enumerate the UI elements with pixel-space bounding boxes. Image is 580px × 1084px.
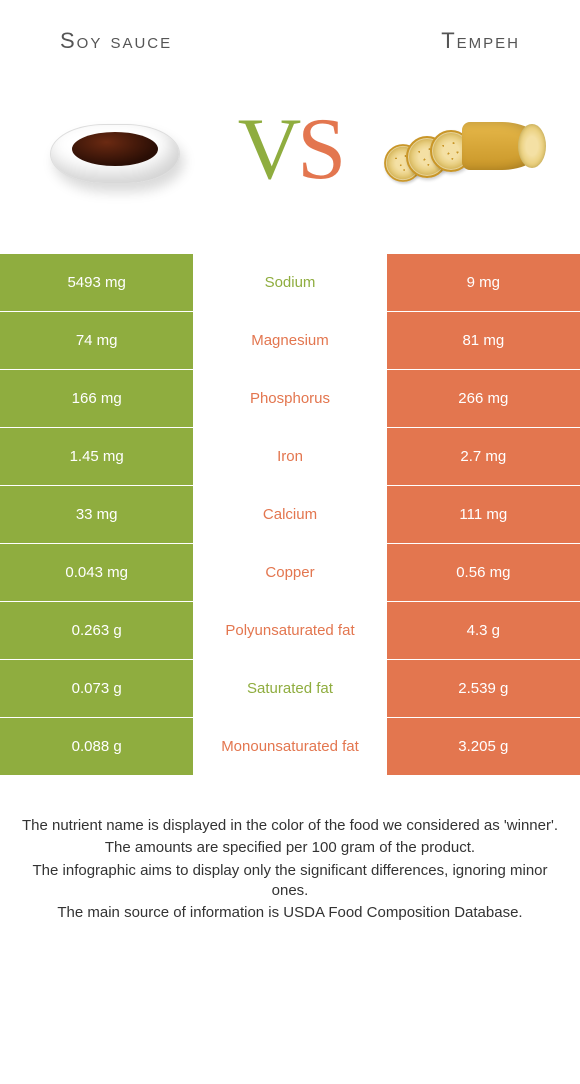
value-left: 74 mg xyxy=(0,312,193,369)
table-row: 33 mgCalcium111 mg xyxy=(0,486,580,544)
table-row: 0.088 gMonounsaturated fat3.205 g xyxy=(0,718,580,776)
table-row: 0.263 gPolyunsaturated fat4.3 g xyxy=(0,602,580,660)
value-left: 0.043 mg xyxy=(0,544,193,601)
vs-v: V xyxy=(238,101,298,198)
table-row: 0.073 gSaturated fat2.539 g xyxy=(0,660,580,718)
footnote-line: The infographic aims to display only the… xyxy=(18,861,562,902)
footnote-line: The main source of information is USDA F… xyxy=(18,903,562,923)
footnote-line: The nutrient name is displayed in the co… xyxy=(18,816,562,836)
food-image-right xyxy=(380,94,550,204)
nutrient-label: Sodium xyxy=(193,254,386,311)
value-left: 33 mg xyxy=(0,486,193,543)
value-left: 166 mg xyxy=(0,370,193,427)
value-left: 5493 mg xyxy=(0,254,193,311)
nutrient-label: Magnesium xyxy=(193,312,386,369)
nutrient-label: Saturated fat xyxy=(193,660,386,717)
table-row: 166 mgPhosphorus266 mg xyxy=(0,370,580,428)
title-row: Soy sauce Tempeh xyxy=(0,0,580,54)
table-row: 1.45 mgIron2.7 mg xyxy=(0,428,580,486)
value-right: 9 mg xyxy=(387,254,580,311)
footnotes: The nutrient name is displayed in the co… xyxy=(0,776,580,923)
value-left: 0.263 g xyxy=(0,602,193,659)
value-right: 111 mg xyxy=(387,486,580,543)
value-right: 2.539 g xyxy=(387,660,580,717)
value-right: 0.56 mg xyxy=(387,544,580,601)
value-left: 0.088 g xyxy=(0,718,193,775)
food-title-left: Soy sauce xyxy=(60,28,172,54)
value-right: 4.3 g xyxy=(387,602,580,659)
nutrient-label: Polyunsaturated fat xyxy=(193,602,386,659)
vs-label: VS xyxy=(238,99,343,200)
value-left: 1.45 mg xyxy=(0,428,193,485)
footnote-line: The amounts are specified per 100 gram o… xyxy=(18,838,562,858)
vs-s: S xyxy=(297,101,342,198)
table-row: 5493 mgSodium9 mg xyxy=(0,254,580,312)
value-right: 81 mg xyxy=(387,312,580,369)
value-right: 266 mg xyxy=(387,370,580,427)
nutrient-label: Calcium xyxy=(193,486,386,543)
nutrient-label: Phosphorus xyxy=(193,370,386,427)
food-title-right: Tempeh xyxy=(441,28,520,54)
food-image-left xyxy=(30,94,200,204)
value-left: 0.073 g xyxy=(0,660,193,717)
nutrient-label: Copper xyxy=(193,544,386,601)
comparison-table: 5493 mgSodium9 mg74 mgMagnesium81 mg166 … xyxy=(0,254,580,776)
nutrient-label: Monounsaturated fat xyxy=(193,718,386,775)
value-right: 2.7 mg xyxy=(387,428,580,485)
hero-row: VS xyxy=(0,54,580,254)
nutrient-label: Iron xyxy=(193,428,386,485)
value-right: 3.205 g xyxy=(387,718,580,775)
table-row: 0.043 mgCopper0.56 mg xyxy=(0,544,580,602)
table-row: 74 mgMagnesium81 mg xyxy=(0,312,580,370)
